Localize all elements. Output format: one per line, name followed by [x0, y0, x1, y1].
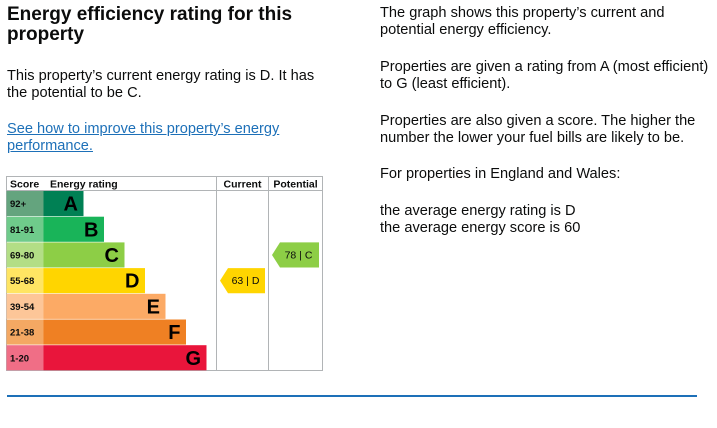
- band-bar-a: [43, 191, 84, 217]
- improve-energy-link[interactable]: See how to improve this property’s energ…: [7, 121, 280, 154]
- current-rating-label: 63 | D: [232, 275, 260, 287]
- band-letter-c: C: [105, 245, 119, 267]
- page-title: Energy efficiency rating for this proper…: [7, 4, 293, 45]
- band-score-cell-c: [6, 242, 44, 268]
- epc-headers: Score Energy rating Current Potential: [10, 179, 318, 191]
- band-score-label-b: 81-91: [10, 225, 35, 236]
- band-bar-g: [43, 345, 207, 371]
- band-score-cell-d: [6, 268, 44, 294]
- band-letter-g: G: [185, 348, 201, 370]
- band-bar-e: [43, 293, 166, 319]
- band-score-cell-f: [6, 319, 44, 345]
- epc-markers: 63 | D 78 | C: [220, 242, 319, 294]
- header-current: Current: [224, 179, 262, 191]
- band-score-label-f: 21-38: [10, 328, 34, 339]
- band-score-label-a: 92+: [10, 199, 27, 210]
- epc-rating-chart: 92+ A81-91 B69-80 C55-68 D39-54 E21-38 F1-20 G …: [6, 176, 323, 371]
- epc-bands: 92+ A 81-91 B 69-80 C 55-68 D 39-54 E 21-38 F 1-20 G: [6, 191, 207, 371]
- explanation-score: Properties are also given a score. The h…: [380, 113, 696, 146]
- average-rating: the average energy rating is D: [380, 203, 576, 219]
- average-score: the average energy score is 60: [380, 220, 581, 236]
- band-score-cell-e: [6, 293, 44, 319]
- band-letter-d: D: [125, 271, 139, 293]
- band-score-label-c: 69-80: [10, 250, 34, 261]
- band-score-cell-b: [6, 216, 44, 242]
- potential-rating-label: 78 | C: [285, 249, 313, 261]
- band-score-label-e: 39-54: [10, 302, 35, 313]
- band-letter-b: B: [84, 219, 98, 241]
- band-score-cell-a: [6, 191, 44, 217]
- band-letter-f: F: [168, 322, 180, 344]
- section-divider: [7, 395, 697, 397]
- header-score: Score: [10, 179, 39, 191]
- header-potential: Potential: [273, 179, 317, 191]
- band-bar-f: [43, 319, 186, 345]
- potential-rating-arrow: [272, 242, 319, 268]
- band-bar-d: [43, 268, 145, 294]
- band-bar-c: [43, 242, 125, 268]
- band-score-cell-g: [6, 345, 44, 371]
- band-bar-b: [43, 216, 104, 242]
- band-letter-a: A: [64, 194, 78, 216]
- explanation-graph: The graph shows this property’s current …: [380, 5, 665, 38]
- band-letter-e: E: [147, 296, 160, 318]
- header-energy-rating: Energy rating: [50, 179, 118, 191]
- current-rating-arrow: [220, 268, 265, 294]
- explanation-rating-scale: Properties are given a rating from A (mo…: [380, 59, 709, 92]
- explanation-region: For properties in England and Wales:: [380, 166, 621, 182]
- band-score-label-g: 1-20: [10, 353, 29, 364]
- current-rating-summary: This property’s current energy rating is…: [7, 68, 315, 101]
- band-score-label-d: 55-68: [10, 276, 34, 287]
